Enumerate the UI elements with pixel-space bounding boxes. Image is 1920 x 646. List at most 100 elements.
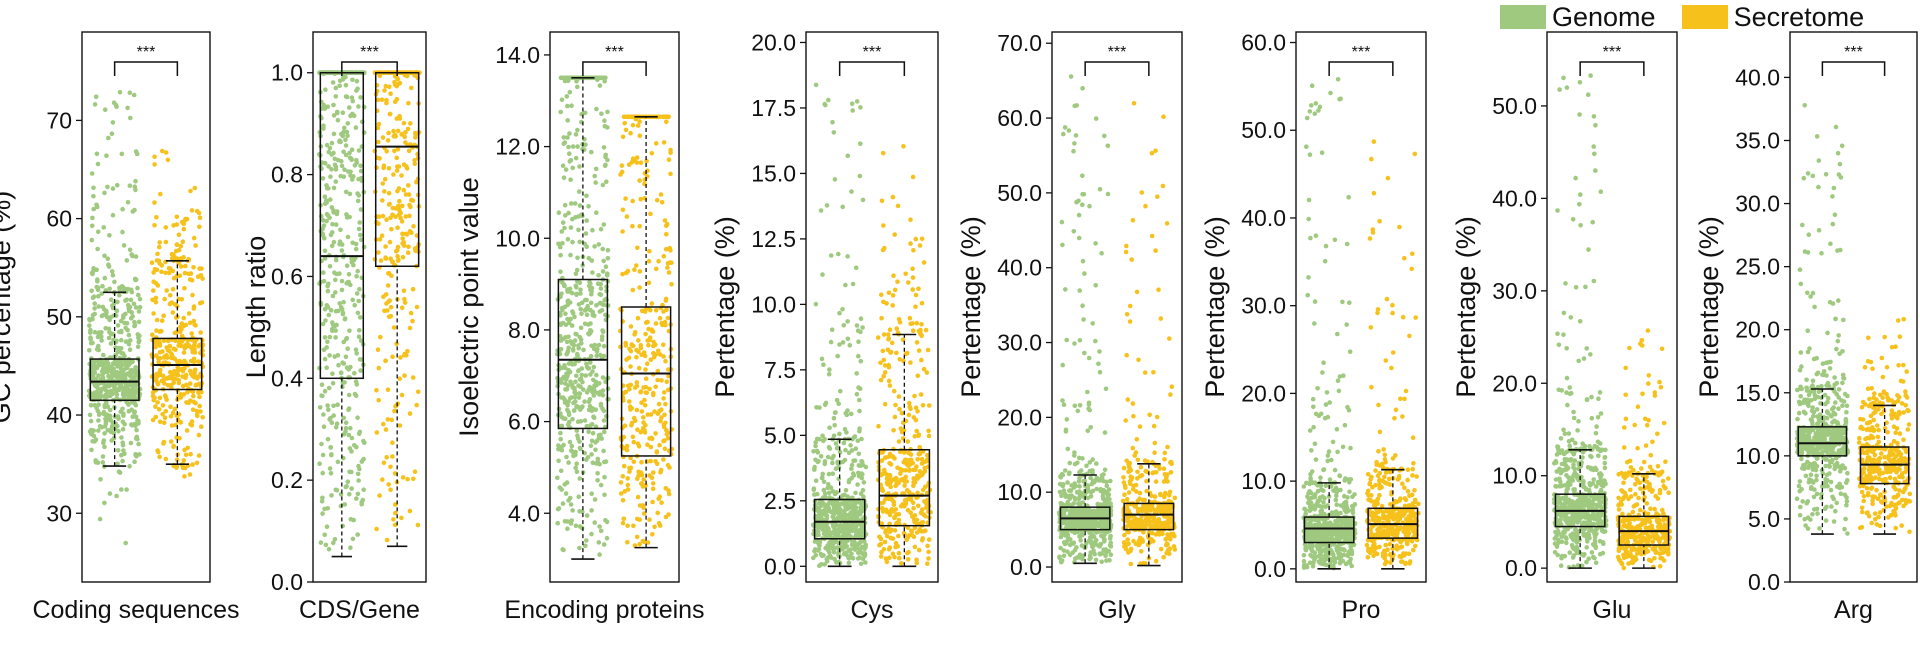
data-point: [115, 182, 120, 188]
data-point: [1060, 242, 1065, 248]
data-point: [916, 286, 921, 292]
data-point: [568, 502, 574, 507]
data-point: [556, 443, 561, 448]
data-point: [639, 400, 644, 406]
data-point: [170, 310, 176, 315]
data-point: [812, 467, 817, 472]
data-point: [603, 264, 609, 270]
data-point: [570, 309, 575, 314]
data-point: [1080, 532, 1085, 538]
data-point: [586, 407, 592, 413]
data-point: [599, 334, 605, 339]
data-point: [125, 105, 130, 111]
data-point: [349, 486, 354, 491]
data-point: [588, 328, 593, 333]
data-point: [919, 357, 924, 363]
data-point: [356, 298, 362, 304]
data-point: [564, 454, 569, 460]
data-point: [563, 322, 569, 328]
data-point: [663, 486, 669, 491]
data-point: [565, 103, 570, 109]
data-point: [336, 362, 341, 368]
data-point: [1091, 534, 1097, 540]
data-point: [346, 392, 352, 398]
data-point: [1071, 229, 1077, 234]
data-point: [850, 514, 856, 520]
data-point: [338, 370, 344, 376]
data-point: [623, 196, 628, 201]
data-point: [165, 348, 171, 353]
data-point: [110, 120, 116, 125]
data-point: [334, 487, 340, 493]
data-point: [661, 457, 666, 462]
data-point: [358, 338, 364, 344]
data-point: [910, 174, 916, 180]
data-point: [385, 283, 391, 288]
data-point: [896, 394, 902, 399]
data-point: [895, 203, 901, 209]
data-point: [557, 244, 563, 250]
data-point: [588, 353, 594, 359]
data-point: [96, 418, 101, 423]
data-point: [858, 463, 863, 469]
data-point: [133, 178, 138, 184]
data-point: [922, 499, 927, 504]
data-point: [189, 419, 195, 424]
data-point: [891, 477, 896, 482]
data-point: [113, 360, 119, 366]
data-point: [561, 416, 567, 421]
data-point: [856, 473, 862, 479]
data-point: [333, 290, 338, 295]
data-point: [904, 488, 910, 493]
data-point: [1100, 490, 1106, 496]
data-point: [651, 390, 656, 396]
data-point: [646, 280, 652, 286]
data-point: [173, 248, 179, 254]
data-point: [577, 334, 582, 340]
data-point: [882, 363, 888, 368]
data-point: [328, 471, 334, 476]
data-point: [879, 198, 885, 204]
data-point: [178, 243, 184, 249]
data-point: [348, 425, 353, 431]
data-point: [1086, 400, 1092, 406]
data-point: [399, 392, 405, 398]
data-point: [385, 138, 391, 143]
data-point: [333, 94, 339, 99]
data-point: [176, 343, 181, 348]
data-point: [911, 476, 916, 481]
data-point: [620, 207, 626, 213]
data-point: [577, 189, 582, 194]
data-point: [325, 104, 331, 109]
data-point: [132, 410, 137, 415]
data-point: [92, 301, 97, 306]
data-point: [136, 338, 142, 344]
data-point: [824, 503, 829, 509]
data-point: [118, 366, 124, 371]
data-point: [107, 233, 112, 238]
data-point: [174, 242, 180, 247]
data-point: [106, 135, 111, 141]
data-point: [862, 551, 868, 556]
data-point: [584, 361, 589, 367]
data-point: [184, 428, 190, 433]
data-point: [400, 236, 406, 241]
data-point: [341, 299, 346, 305]
data-point: [650, 486, 656, 492]
data-point: [576, 494, 581, 500]
data-point: [879, 315, 884, 321]
data-point: [168, 266, 173, 271]
data-point: [573, 391, 579, 397]
data-point: [196, 453, 202, 458]
data-point: [330, 80, 336, 85]
data-point: [383, 427, 389, 432]
data-point: [181, 458, 187, 463]
data-point: [349, 147, 355, 153]
data-point: [625, 269, 630, 274]
data-point: [320, 452, 326, 458]
data-point: [109, 269, 115, 274]
data-point: [170, 410, 176, 416]
data-point: [194, 412, 200, 417]
data-point: [1086, 355, 1092, 361]
data-point: [374, 430, 380, 435]
